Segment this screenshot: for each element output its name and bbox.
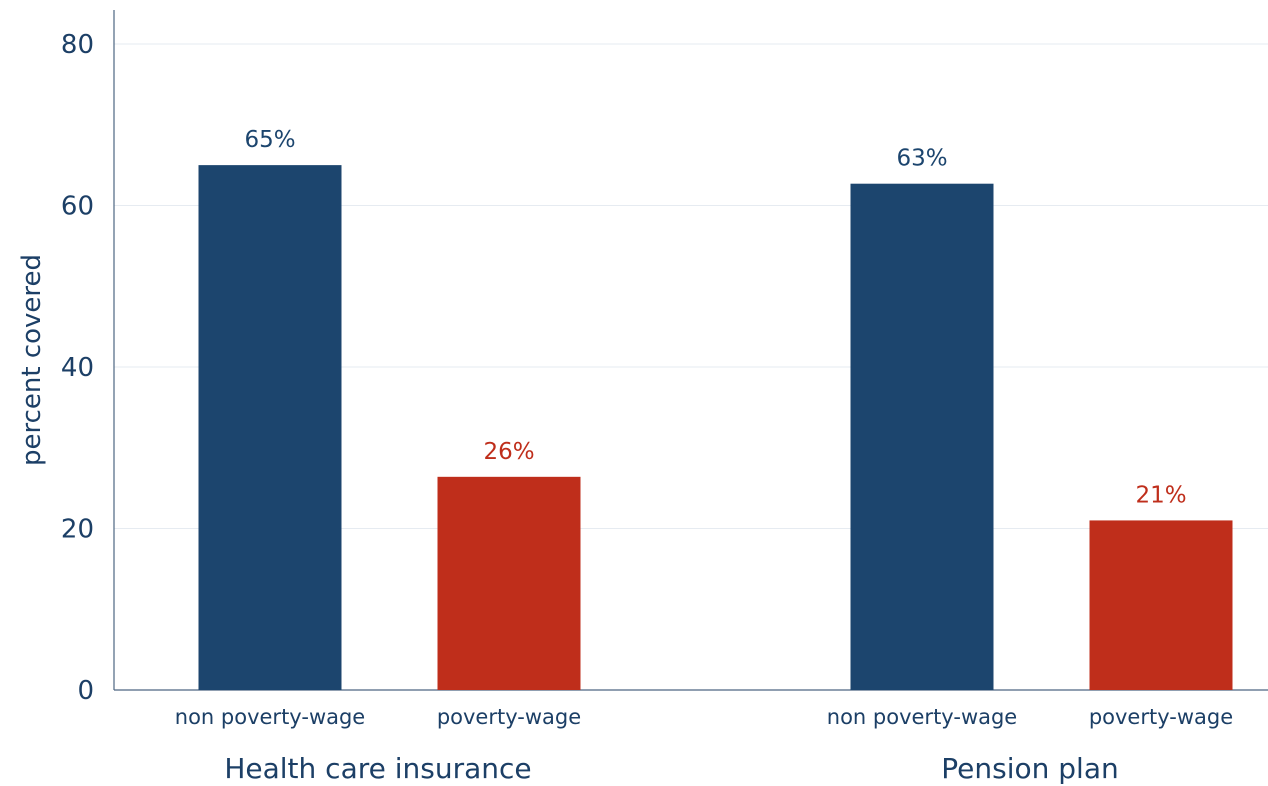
bar xyxy=(198,165,342,690)
category-label: non poverty-wage xyxy=(175,705,365,729)
value-labels: 65% 26% 63% 21% xyxy=(244,127,1186,508)
category-labels: non poverty-wage poverty-wage non poverty-… xyxy=(175,705,1233,729)
y-tick-label: 80 xyxy=(61,30,94,60)
bar-value-label: 21% xyxy=(1135,482,1186,508)
category-label: non poverty-wage xyxy=(827,705,1017,729)
y-tick-label: 0 xyxy=(77,676,94,706)
bar xyxy=(850,183,994,690)
y-tick-label: 60 xyxy=(61,192,94,222)
bars xyxy=(198,165,1233,690)
bar xyxy=(437,476,581,690)
bar-value-label: 26% xyxy=(483,439,534,465)
bar-value-label: 65% xyxy=(244,127,295,153)
y-tick-label: 20 xyxy=(61,515,94,545)
group-label: Health care insurance xyxy=(224,752,531,785)
y-tick-label: 40 xyxy=(61,353,94,383)
category-label: poverty-wage xyxy=(1089,705,1233,729)
category-label: poverty-wage xyxy=(437,705,581,729)
bar-value-label: 63% xyxy=(896,146,947,172)
group-labels: Health care insurance Pension plan xyxy=(224,752,1118,785)
bar xyxy=(1089,520,1233,690)
group-label: Pension plan xyxy=(941,752,1118,785)
y-axis-title: percent covered xyxy=(17,254,47,466)
y-tick-labels: 0 20 40 60 80 xyxy=(61,30,94,706)
